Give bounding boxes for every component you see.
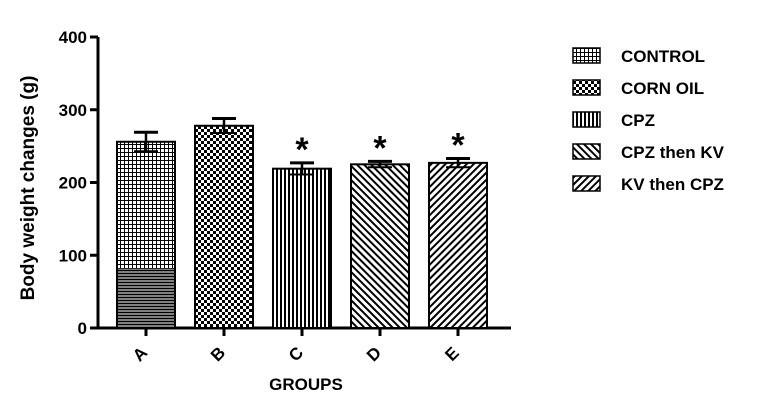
bar-C xyxy=(272,167,332,329)
bar-E xyxy=(428,161,488,329)
significance-star-D: * xyxy=(373,129,387,167)
legend-label: CPZ then KV xyxy=(621,143,725,162)
legend: CONTROL CORN OIL CPZ CPZ then KV KV then CPZ xyxy=(572,47,725,194)
legend-swatch xyxy=(572,47,601,64)
legend-swatch xyxy=(572,79,601,96)
x-tick-label-E: E xyxy=(441,343,462,364)
legend-swatch xyxy=(572,143,601,160)
bars: * * * xyxy=(116,116,488,329)
y-tick-label: 300 xyxy=(59,101,87,120)
y-tick-label: 100 xyxy=(59,246,87,265)
y-tick-label: 400 xyxy=(59,28,87,47)
x-tick-label-B: B xyxy=(207,343,229,365)
y-axis-label: Body weight changes (g) xyxy=(18,76,39,301)
legend-label: CORN OIL xyxy=(621,79,704,98)
legend-swatch xyxy=(572,175,601,192)
x-tick-label-D: D xyxy=(363,343,385,365)
legend-label: CPZ xyxy=(621,111,655,130)
y-ticks: 0 100 200 300 400 xyxy=(59,28,98,338)
y-tick-label: 0 xyxy=(78,319,87,338)
x-tick-label-A: A xyxy=(129,343,151,365)
bar-B xyxy=(194,124,254,329)
significance-star-C: * xyxy=(295,131,309,169)
x-axis-label: GROUPS xyxy=(269,375,343,394)
legend-label: KV then CPZ xyxy=(621,175,724,194)
significance-star-E: * xyxy=(451,126,465,164)
bar-D xyxy=(350,163,410,329)
legend-swatch xyxy=(572,111,601,128)
bar-A-lower xyxy=(118,268,174,327)
x-ticks: A B C D E xyxy=(129,328,463,365)
legend-label: CONTROL xyxy=(621,47,705,66)
x-tick-label-C: C xyxy=(285,343,307,365)
y-tick-label: 200 xyxy=(59,174,87,193)
